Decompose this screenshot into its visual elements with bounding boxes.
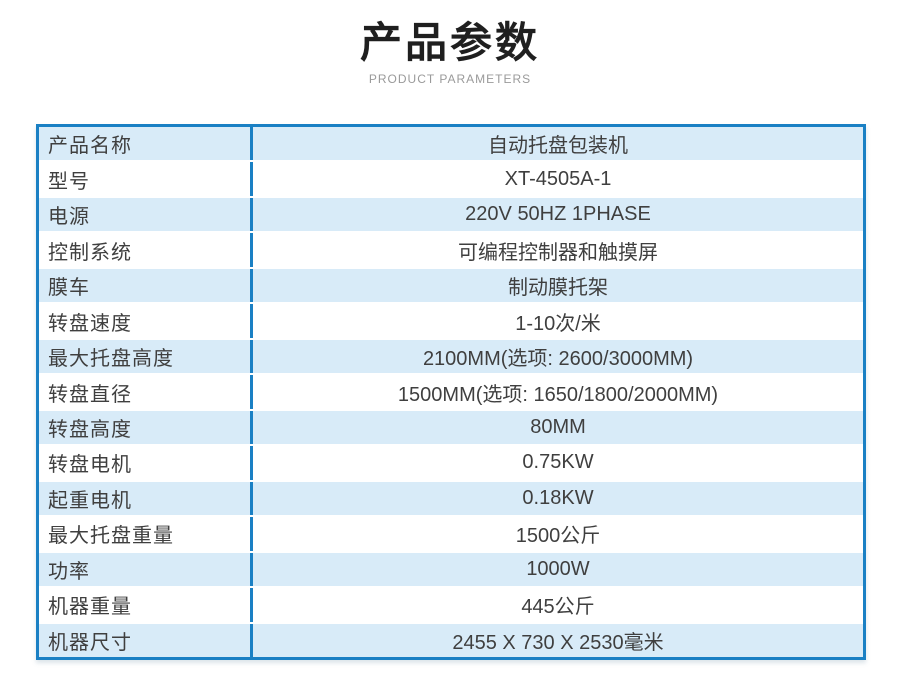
param-label: 转盘速度 — [39, 304, 253, 338]
param-label: 最大托盘高度 — [39, 339, 253, 374]
param-label: 机器尺寸 — [39, 623, 253, 658]
param-value: 220V 50HZ 1PHASE — [465, 203, 651, 226]
param-value: 1500公斤 — [515, 525, 601, 548]
param-value: 80MM — [530, 415, 586, 438]
param-value: XT-4505A-1 — [504, 167, 612, 190]
table-row: 最大托盘重量 1500公斤 — [39, 515, 863, 551]
param-label: 机器重量 — [39, 588, 253, 622]
table-row: 功率 1000W — [39, 550, 863, 587]
param-label: 转盘直径 — [39, 375, 253, 409]
param-label: 最大托盘重量 — [39, 517, 253, 551]
table-row: 膜车 制动膜托架 — [39, 266, 863, 303]
param-value: 制动膜托架 — [508, 277, 608, 300]
param-value: 1000W — [526, 557, 590, 580]
table-row: 机器重量 445公斤 — [39, 586, 863, 622]
table-row: 转盘速度 1-10次/米 — [39, 302, 863, 338]
param-value: 1500MM(选项: 1650/1800/2000MM) — [397, 383, 719, 406]
param-label: 型号 — [39, 162, 253, 196]
param-label: 产品名称 — [39, 127, 253, 161]
param-value: 可编程控制器和触摸屏 — [458, 241, 658, 264]
param-value: 2100MM(选项: 2600/3000MM) — [422, 348, 694, 371]
table-row: 电源 220V 50HZ 1PHASE — [39, 195, 863, 232]
table-row: 转盘直径 1500MM(选项: 1650/1800/2000MM) — [39, 373, 863, 409]
param-label: 电源 — [39, 197, 253, 232]
page-header: 产品参数 PRODUCT PARAMETERS — [0, 18, 900, 86]
page-subtitle: PRODUCT PARAMETERS — [368, 72, 532, 87]
param-label: 膜车 — [39, 268, 253, 303]
param-value: 1-10次/米 — [515, 312, 601, 335]
param-value: 自动托盘包装机 — [488, 135, 628, 158]
table-row: 机器尺寸 2455 X 730 X 2530毫米 — [39, 621, 863, 658]
table-row: 转盘电机 0.75KW — [39, 444, 863, 480]
param-value: 0.75KW — [522, 451, 594, 474]
table-row: 最大托盘高度 2100MM(选项: 2600/3000MM) — [39, 337, 863, 374]
param-label: 功率 — [39, 552, 253, 587]
param-label: 转盘电机 — [39, 446, 253, 480]
param-value: 445公斤 — [521, 596, 595, 619]
page-title: 产品参数 — [359, 19, 540, 66]
param-label: 控制系统 — [39, 233, 253, 267]
table-row: 控制系统 可编程控制器和触摸屏 — [39, 231, 863, 267]
table-row: 转盘高度 80MM — [39, 408, 863, 445]
param-value: 0.18KW — [522, 486, 594, 509]
table-row: 起重电机 0.18KW — [39, 479, 863, 516]
table-row: 产品名称 自动托盘包装机 — [39, 127, 863, 161]
param-label: 转盘高度 — [39, 410, 253, 445]
param-value: 2455 X 730 X 2530毫米 — [452, 631, 664, 654]
param-label: 起重电机 — [39, 481, 253, 516]
table-row: 型号 XT-4505A-1 — [39, 160, 863, 196]
parameters-table: 产品名称 自动托盘包装机 型号 XT-4505A-1 电源 220V 50HZ … — [36, 124, 866, 660]
